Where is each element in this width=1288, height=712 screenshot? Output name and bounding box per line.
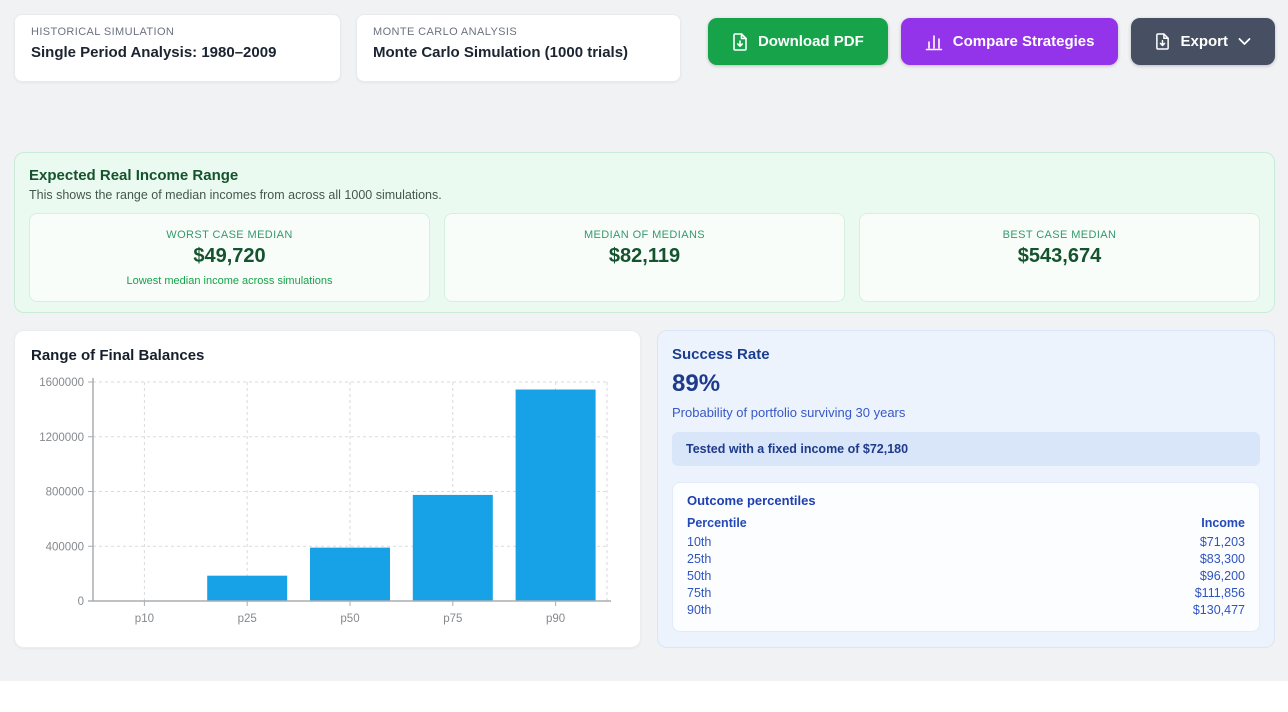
bottom-row: Range of Final Balances 0 400000 800000 120… <box>14 330 1275 648</box>
chevron-down-icon <box>1238 37 1251 46</box>
bar-chart-icon <box>925 33 943 51</box>
chart-area: 0 400000 800000 1200000 1600000 p10 p25 p50 p75 p… <box>27 368 630 649</box>
compare-strategies-button[interactable]: Compare Strategies <box>900 18 1119 65</box>
success-rate-description: Probability of portfolio surviving 30 ye… <box>672 405 906 420</box>
income-cell: $71,203 <box>1199 534 1245 549</box>
historical-simulation-label: HISTORICAL SIMULATION <box>31 26 175 38</box>
income-stats-row: WORST CASE MEDIAN $49,720 Lowest median … <box>29 213 1260 302</box>
income-range-subtitle: This shows the range of median incomes f… <box>29 188 442 202</box>
income-cell: $96,200 <box>1199 568 1245 583</box>
worst-case-note: Lowest median income across simulations <box>126 275 333 287</box>
income-cell: $130,477 <box>1192 602 1245 617</box>
export-label: Export <box>1180 33 1228 50</box>
income-range-title: Expected Real Income Range <box>29 167 239 184</box>
final-balances-card: Range of Final Balances 0 400000 800000 120… <box>14 330 641 648</box>
svg-text:p90: p90 <box>546 613 565 625</box>
percentile-cell: 50th <box>687 568 712 583</box>
table-row: 25th $83,300 <box>687 550 1245 567</box>
download-pdf-button[interactable]: Download PDF <box>707 18 888 65</box>
percentile-cell: 25th <box>687 551 712 566</box>
income-cell: $111,856 <box>1194 585 1245 600</box>
percentile-column-header: Percentile <box>687 516 747 530</box>
header-row: HISTORICAL SIMULATION Single Period Anal… <box>14 14 1275 82</box>
median-of-medians-value: $82,119 <box>608 245 681 267</box>
download-pdf-label: Download PDF <box>757 33 864 50</box>
monte-carlo-label: MONTE CARLO ANALYSIS <box>373 26 518 38</box>
dashboard: HISTORICAL SIMULATION Single Period Anal… <box>0 0 1288 681</box>
fixed-income-banner: Tested with a fixed income of $72,180 <box>672 432 1260 466</box>
income-cell: $83,300 <box>1199 551 1245 566</box>
svg-text:p75: p75 <box>443 613 462 625</box>
svg-text:0: 0 <box>78 596 84 608</box>
success-rate-value: 89% <box>672 370 721 397</box>
table-row: 50th $96,200 <box>687 567 1245 584</box>
table-row: 90th $130,477 <box>687 601 1245 618</box>
worst-case-label: WORST CASE MEDIAN <box>166 229 293 241</box>
export-button[interactable]: Export <box>1131 18 1275 65</box>
svg-text:1600000: 1600000 <box>39 377 84 389</box>
table-row: 75th $111,856 <box>687 584 1245 601</box>
table-row: 10th $71,203 <box>687 533 1245 550</box>
svg-text:p10: p10 <box>135 613 154 625</box>
income-range-panel: Expected Real Income Range This shows th… <box>14 152 1275 313</box>
best-case-median-card: BEST CASE MEDIAN $543,674 <box>859 213 1260 302</box>
svg-text:800000: 800000 <box>46 487 84 499</box>
income-column-header: Income <box>1201 516 1245 530</box>
monte-carlo-value: Monte Carlo Simulation (1000 trials) <box>373 44 629 61</box>
percentile-cell: 90th <box>687 602 712 617</box>
file-download-icon <box>1155 33 1170 50</box>
outcome-header-row: Percentile Income <box>687 514 1245 533</box>
chart-title: Range of Final Balances <box>31 347 205 364</box>
svg-text:1200000: 1200000 <box>39 432 84 444</box>
outcome-percentiles-card: Outcome percentiles Percentile Income 10… <box>672 482 1260 632</box>
success-rate-panel: Success Rate 89% Probability of portfoli… <box>657 330 1275 648</box>
file-download-icon <box>732 32 748 51</box>
action-buttons: Download PDF Compare Strategies <box>707 14 1275 65</box>
historical-simulation-card: HISTORICAL SIMULATION Single Period Anal… <box>14 14 341 82</box>
best-case-value: $543,674 <box>1017 245 1102 267</box>
svg-text:400000: 400000 <box>46 541 84 553</box>
success-rate-title: Success Rate <box>672 346 770 363</box>
best-case-label: BEST CASE MEDIAN <box>1002 229 1117 241</box>
svg-text:p25: p25 <box>238 613 257 625</box>
svg-text:p50: p50 <box>340 613 359 625</box>
percentile-cell: 10th <box>687 534 712 549</box>
monte-carlo-card: MONTE CARLO ANALYSIS Monte Carlo Simulat… <box>356 14 681 82</box>
percentile-cell: 75th <box>687 585 712 600</box>
worst-case-value: $49,720 <box>193 245 266 267</box>
median-of-medians-label: MEDIAN OF MEDIANS <box>583 229 706 241</box>
worst-case-median-card: WORST CASE MEDIAN $49,720 Lowest median … <box>29 213 430 302</box>
compare-strategies-label: Compare Strategies <box>952 33 1095 50</box>
outcome-table: Percentile Income 10th $71,203 25th $83,… <box>687 514 1245 618</box>
historical-simulation-value: Single Period Analysis: 1980–2009 <box>31 44 277 61</box>
final-balances-chart: 0 400000 800000 1200000 1600000 p10 p25 p50 p75 p… <box>39 377 611 625</box>
outcome-percentiles-title: Outcome percentiles <box>687 493 816 508</box>
median-of-medians-card: MEDIAN OF MEDIANS $82,119 <box>444 213 845 302</box>
